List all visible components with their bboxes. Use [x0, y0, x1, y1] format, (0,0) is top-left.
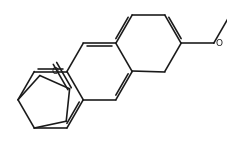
Text: O: O	[216, 39, 223, 48]
Text: O: O	[52, 67, 58, 76]
